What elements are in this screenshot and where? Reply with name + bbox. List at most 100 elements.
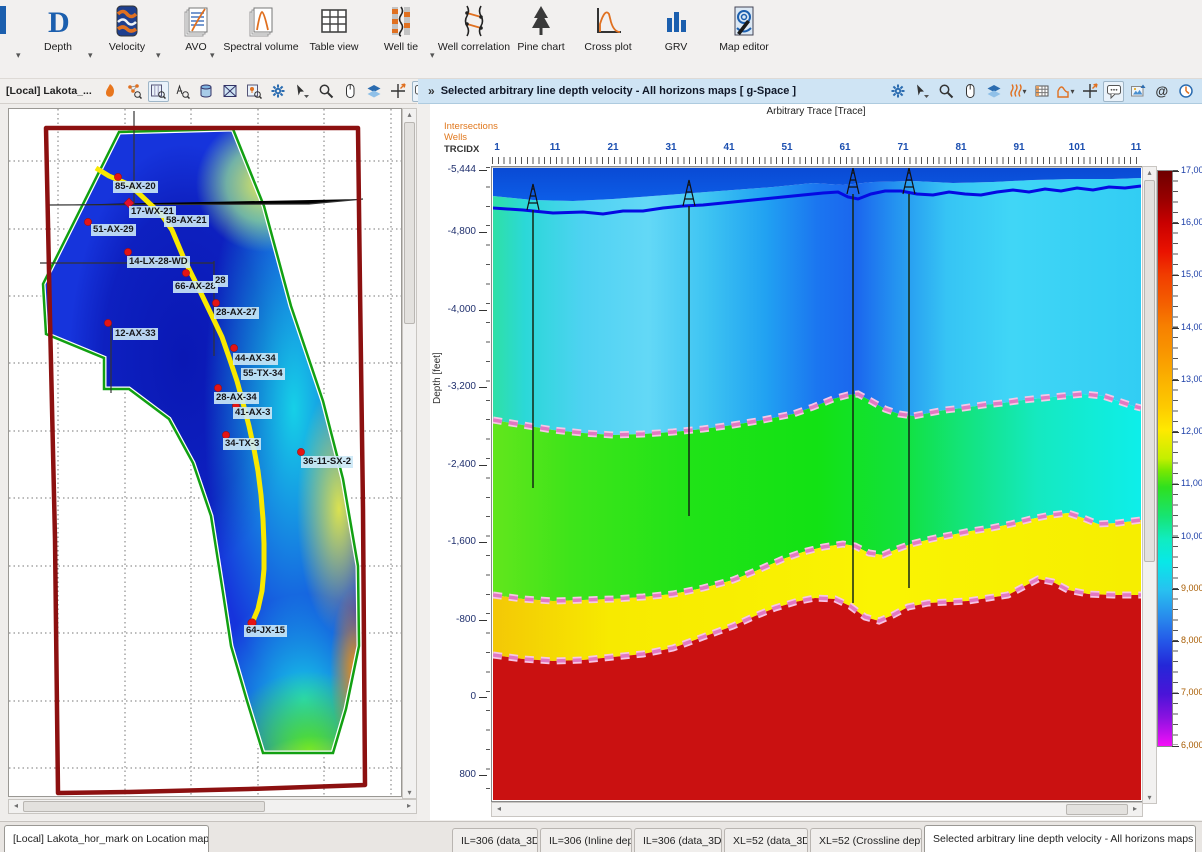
tool-velocity[interactable]: Velocity (97, 4, 157, 74)
trace-tick: 31 (665, 142, 676, 153)
colorbar-tick: 11,000 (1181, 478, 1202, 488)
trace-minor-ticks (492, 157, 1140, 164)
well-label[interactable]: 28 (213, 275, 228, 287)
well-label[interactable]: 41-AX-3 (233, 407, 272, 419)
crosshair-icon[interactable] (388, 81, 409, 102)
well-label[interactable]: 36-11-SX-2 (301, 456, 353, 468)
mouse-icon[interactable] (959, 81, 980, 102)
compass-icon[interactable] (1175, 81, 1196, 102)
tab-label: [Local] Lakota_hor_mark on Location map (13, 827, 209, 851)
axis-row-label: TRCIDX (444, 144, 479, 155)
right-panel-header: » Selected arbitrary line depth velocity… (418, 79, 1202, 104)
colorbar-minor-ticks (1173, 170, 1178, 745)
tab-location-map[interactable]: [Local] Lakota_hor_mark on Location map … (4, 825, 209, 852)
well-label[interactable]: 66-AX-28 (173, 281, 218, 293)
tool-well-correlation[interactable]: Well correlation (433, 4, 515, 74)
map-zoom-icon[interactable] (148, 81, 169, 102)
cross-section-plot[interactable] (493, 168, 1141, 800)
well-label[interactable]: 64-JX-15 (244, 625, 287, 637)
tab-il306-data2[interactable]: IL=306 (data_3D... (634, 828, 722, 852)
tool-cross-plot[interactable]: Cross plot (578, 4, 638, 74)
tab-xl52-data[interactable]: XL=52 (data_3D... (724, 828, 808, 852)
tab-xl52-crossline[interactable]: XL=52 (Crossline dept... (810, 828, 922, 852)
toolbar-partial-button[interactable] (0, 4, 10, 74)
main-toolbar: ▾ D Depth ▾ Velocity ▾ AVO (0, 0, 1202, 79)
map-pin-zoom-icon[interactable] (244, 81, 265, 102)
map-vertical-scrollbar[interactable]: ▴ ▾ (402, 108, 417, 799)
tool-well-tie[interactable]: Well tie (375, 4, 427, 74)
dropdown-caret[interactable]: ▾ (210, 50, 215, 61)
network-zoom-icon[interactable] (124, 81, 145, 102)
cross-section-viewport[interactable] (491, 166, 1143, 802)
tool-spectral-volume[interactable]: Spectral volume (218, 4, 304, 74)
colorbar-tick: 8,000 (1181, 635, 1202, 645)
xsec-horizontal-scrollbar[interactable]: ◂ ▸ (491, 802, 1143, 817)
dropdown-caret[interactable]: ▾ (16, 50, 21, 61)
image-export-icon[interactable] (1127, 81, 1148, 102)
well-label[interactable]: 51-AX-29 (91, 224, 136, 236)
traces-dropdown-icon[interactable]: ▾ (1007, 81, 1028, 102)
dropdown-caret[interactable]: ▾ (88, 50, 93, 61)
flame-icon[interactable] (100, 81, 121, 102)
magnifier-icon[interactable] (935, 81, 956, 102)
well-label[interactable]: 14-LX-28-WD (127, 256, 190, 268)
well-label[interactable]: 58-AX-21 (164, 215, 209, 227)
scroll-left-arrow[interactable]: ◂ (11, 800, 21, 811)
gear-icon[interactable] (887, 81, 908, 102)
xsec-vertical-scrollbar[interactable]: ▴ ▾ (1142, 166, 1157, 804)
left-panel-title: [Local] Lakota_... (6, 85, 92, 97)
tab-il306-data[interactable]: IL=306 (data_3D... (452, 828, 538, 852)
tool-avo[interactable]: AVO (168, 4, 224, 74)
tab-label: XL=52 (Crossline dept... (819, 829, 922, 852)
well-label[interactable]: 34-TX-3 (223, 438, 261, 450)
right-panel-title: Selected arbitrary line depth velocity -… (441, 85, 796, 97)
magnifier-icon[interactable] (316, 81, 337, 102)
depth-icon: D (41, 4, 75, 38)
wells-zoom-icon[interactable] (172, 81, 193, 102)
scroll-up-arrow[interactable]: ▴ (1143, 167, 1156, 178)
mouse-icon[interactable] (340, 81, 361, 102)
crosshair-icon[interactable] (1079, 81, 1100, 102)
tool-grv[interactable]: GRV (652, 4, 700, 74)
location-map[interactable] (9, 109, 401, 796)
table-view-icon (317, 4, 351, 38)
well-label[interactable]: 44-AX-34 (233, 353, 278, 365)
scroll-left-arrow[interactable]: ◂ (494, 803, 504, 814)
well-label[interactable]: 28-AX-34 (214, 392, 259, 404)
layers-icon[interactable] (983, 81, 1004, 102)
scroll-right-arrow[interactable]: ▸ (1130, 803, 1140, 814)
layers-icon[interactable] (364, 81, 385, 102)
tool-table-view[interactable]: Table view (303, 4, 365, 74)
at-zoom-icon[interactable]: @ (1151, 81, 1172, 102)
gear-icon[interactable] (268, 81, 289, 102)
scroll-right-arrow[interactable]: ▸ (404, 800, 414, 811)
scroll-up-arrow[interactable]: ▴ (403, 109, 416, 120)
location-map-viewport[interactable]: 85-AX-20 17-WX-21 58-AX-21 51-AX-29 14-L… (8, 108, 402, 797)
panel-chevron[interactable]: » (428, 84, 435, 98)
pointer-dropdown-icon[interactable] (911, 81, 932, 102)
axis-row-label: Wells (444, 132, 467, 143)
well-label[interactable]: 55-TX-34 (241, 368, 285, 380)
tool-pine-chart[interactable]: Pine chart (512, 4, 570, 74)
tab-il306-inline[interactable]: IL=306 (Inline dept... (540, 828, 632, 852)
scroll-down-arrow[interactable]: ▾ (1143, 792, 1156, 803)
histogram-dropdown-icon[interactable]: ▾ (1055, 81, 1076, 102)
velocity-icon (110, 4, 144, 38)
scroll-down-arrow[interactable]: ▾ (403, 787, 416, 798)
tool-depth[interactable]: D Depth (28, 4, 88, 74)
tab-arbitrary-line[interactable]: Selected arbitrary line depth velocity -… (924, 825, 1196, 852)
trace-tick: 101 (1069, 142, 1086, 153)
dropdown-caret[interactable]: ▾ (156, 50, 161, 61)
trace-tick: 61 (839, 142, 850, 153)
grid-icon[interactable] (1031, 81, 1052, 102)
well-label[interactable]: 85-AX-20 (113, 181, 158, 193)
well-label[interactable]: 12-AX-33 (113, 328, 158, 340)
well-label[interactable]: 28-AX-27 (214, 307, 259, 319)
pointer-dropdown-icon[interactable] (292, 81, 313, 102)
comment-icon[interactable] (1103, 81, 1124, 102)
database-icon[interactable] (196, 81, 217, 102)
map-horizontal-scrollbar[interactable]: ◂ ▸ (8, 799, 417, 814)
map-select-icon[interactable] (220, 81, 241, 102)
tool-map-editor[interactable]: Map editor (712, 4, 776, 74)
svg-text:D: D (48, 6, 70, 38)
